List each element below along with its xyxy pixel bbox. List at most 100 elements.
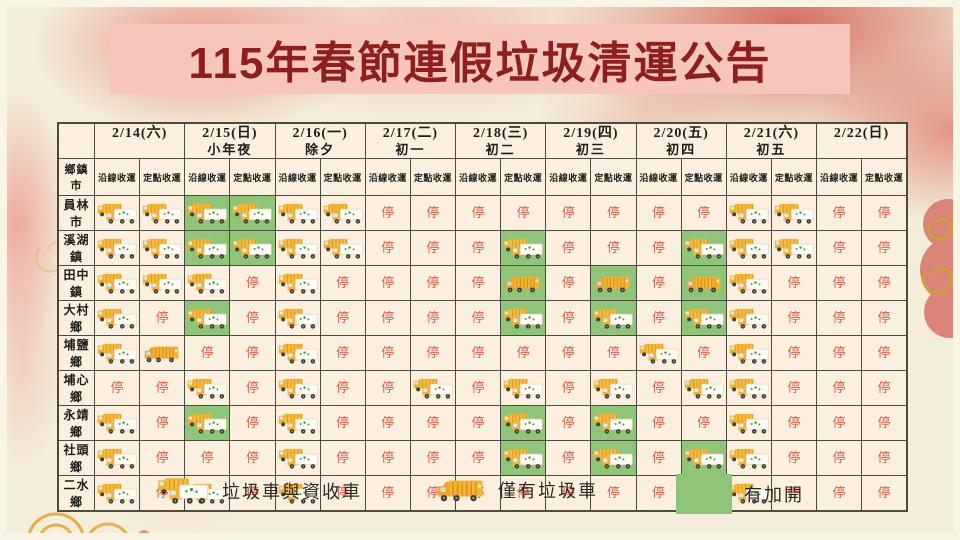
stop-label: 停 xyxy=(426,240,440,255)
stop-label: 停 xyxy=(471,205,485,220)
stop-label: 停 xyxy=(561,450,575,465)
garbage-and-recycling-trucks-icon xyxy=(97,413,137,434)
collect-type-header: 沿線收運 xyxy=(184,158,231,196)
schedule-cell-stopped: 停 xyxy=(454,475,502,512)
schedule-cell-stopped: 停 xyxy=(184,335,231,371)
row-label-town: 大村鄉 xyxy=(57,300,95,336)
schedule-cell-stopped: 停 xyxy=(815,265,863,301)
schedule-cell-stopped: 停 xyxy=(409,335,457,371)
schedule-cell-stopped: 停 xyxy=(770,300,818,336)
stop-label: 停 xyxy=(245,310,259,325)
garbage-and-recycling-trucks-icon xyxy=(278,483,318,504)
row-label-town: 溪湖鎮 xyxy=(57,230,95,266)
schedule-cell-stopped: 停 xyxy=(409,230,457,266)
schedule-cell-both-trucks xyxy=(139,265,186,301)
collect-type-header: 定點收運 xyxy=(319,158,366,196)
schedule-cell-stopped: 停 xyxy=(590,230,637,266)
schedule-cell-both-trucks-extra xyxy=(590,405,637,441)
schedule-cell-stopped: 停 xyxy=(409,265,457,301)
garbage-and-recycling-trucks-icon xyxy=(503,448,543,469)
date-header: 2/19(四) 初三 xyxy=(545,122,637,159)
corner-label: 鄉鎮市 xyxy=(57,158,95,196)
schedule-cell-stopped: 停 xyxy=(861,370,908,406)
stop-label: 停 xyxy=(832,345,846,360)
stop-label: 停 xyxy=(787,450,801,465)
collect-type-header: 定點收運 xyxy=(770,158,818,196)
schedule-cell-both-trucks xyxy=(680,370,727,406)
schedule-cell-stopped: 停 xyxy=(545,300,592,336)
collect-type-header: 定點收運 xyxy=(409,158,457,196)
collect-type-header: 沿線收運 xyxy=(815,158,863,196)
schedule-cell-both-trucks xyxy=(274,475,321,512)
schedule-cell-both-trucks xyxy=(274,335,321,371)
schedule-cell-both-trucks-extra xyxy=(184,195,231,231)
garbage-and-recycling-trucks-icon xyxy=(774,238,814,259)
date-header: 2/17(二) 初一 xyxy=(364,122,457,159)
stop-label: 停 xyxy=(381,380,395,395)
schedule-cell-stopped: 停 xyxy=(861,195,908,231)
page-title: 115年春節連假垃圾清運公告 xyxy=(188,39,772,88)
schedule-cell-both-trucks xyxy=(274,370,321,406)
schedule-cell-both-trucks xyxy=(93,405,141,441)
schedule-cell-stopped: 停 xyxy=(364,405,411,441)
schedule-cell-stopped: 停 xyxy=(409,475,457,512)
garbage-and-recycling-trucks-icon xyxy=(188,483,227,504)
schedule-cell-both-trucks xyxy=(725,230,772,266)
stop-label: 停 xyxy=(381,310,395,325)
collect-type-header: 沿線收運 xyxy=(545,158,592,196)
schedule-cell-stopped: 停 xyxy=(815,405,863,441)
stop-label: 停 xyxy=(155,450,169,465)
schedule-cell-stopped: 停 xyxy=(861,475,908,512)
garbage-and-recycling-trucks-icon xyxy=(503,413,543,434)
garbage-and-recycling-trucks-icon xyxy=(729,413,769,434)
schedule-cell-stopped: 停 xyxy=(815,440,863,476)
garbage-truck-icon xyxy=(686,276,721,292)
schedule-cell-stopped: 停 xyxy=(545,475,592,512)
garbage-and-recycling-trucks-icon xyxy=(97,483,137,504)
schedule-cell-stopped: 停 xyxy=(545,440,592,476)
schedule-cell-stopped: 停 xyxy=(409,440,457,476)
collect-type-header: 沿線收運 xyxy=(635,158,682,196)
garbage-and-recycling-trucks-icon xyxy=(639,343,679,364)
stop-label: 停 xyxy=(471,450,485,465)
stop-label: 停 xyxy=(336,310,350,325)
schedule-cell-stopped: 停 xyxy=(770,440,818,476)
stop-label: 停 xyxy=(245,380,259,395)
schedule-cell-stopped: 停 xyxy=(364,370,411,406)
schedule-cell-stopped: 停 xyxy=(861,300,908,336)
garbage-and-recycling-trucks-icon xyxy=(729,483,769,504)
date-header: 2/15(日) 小年夜 xyxy=(184,122,276,159)
schedule-cell-stopped: 停 xyxy=(364,265,411,301)
schedule-cell-both-trucks xyxy=(770,195,818,231)
garbage-and-recycling-trucks-icon xyxy=(97,203,137,224)
schedule-cell-both-trucks xyxy=(725,405,772,441)
stop-label: 停 xyxy=(426,310,440,325)
garbage-and-recycling-trucks-icon xyxy=(413,378,453,399)
stop-label: 停 xyxy=(877,310,891,325)
schedule-cell-stopped: 停 xyxy=(815,335,863,371)
stop-label: 停 xyxy=(652,205,666,220)
schedule-cell-both-trucks xyxy=(93,265,141,301)
stop-label: 停 xyxy=(516,485,530,500)
schedule-cell-stopped: 停 xyxy=(319,475,366,512)
stop-label: 停 xyxy=(832,380,846,395)
stop-label: 停 xyxy=(200,450,214,465)
cloud-ornament-right xyxy=(920,199,960,338)
stop-label: 停 xyxy=(832,240,846,255)
stop-label: 停 xyxy=(426,205,440,220)
garbage-truck-icon xyxy=(596,276,630,292)
title-banner: 115年春節連假垃圾清運公告 xyxy=(110,24,850,94)
table-body: 員林市 停停停停停停停停 停停溪湖鎮 停停停 停停停 xyxy=(57,195,908,512)
collect-type-header: 沿線收運 xyxy=(274,158,321,196)
garbage-and-recycling-trucks-icon xyxy=(233,238,273,259)
schedule-cell-stopped: 停 xyxy=(635,195,682,231)
stop-label: 停 xyxy=(652,310,666,325)
table-row: 田中鎮 停 停 停 停 停 停 停 停 停 停 xyxy=(57,265,908,301)
stop-label: 停 xyxy=(426,485,440,500)
schedule-cell-both-trucks xyxy=(635,335,682,371)
schedule-cell-stopped: 停 xyxy=(319,440,366,476)
stop-label: 停 xyxy=(155,310,169,325)
stop-label: 停 xyxy=(652,240,666,255)
table-row: 埔鹽鄉 停 停 停 停 停 停 停 停 停 停 停 停 停 xyxy=(57,335,908,371)
